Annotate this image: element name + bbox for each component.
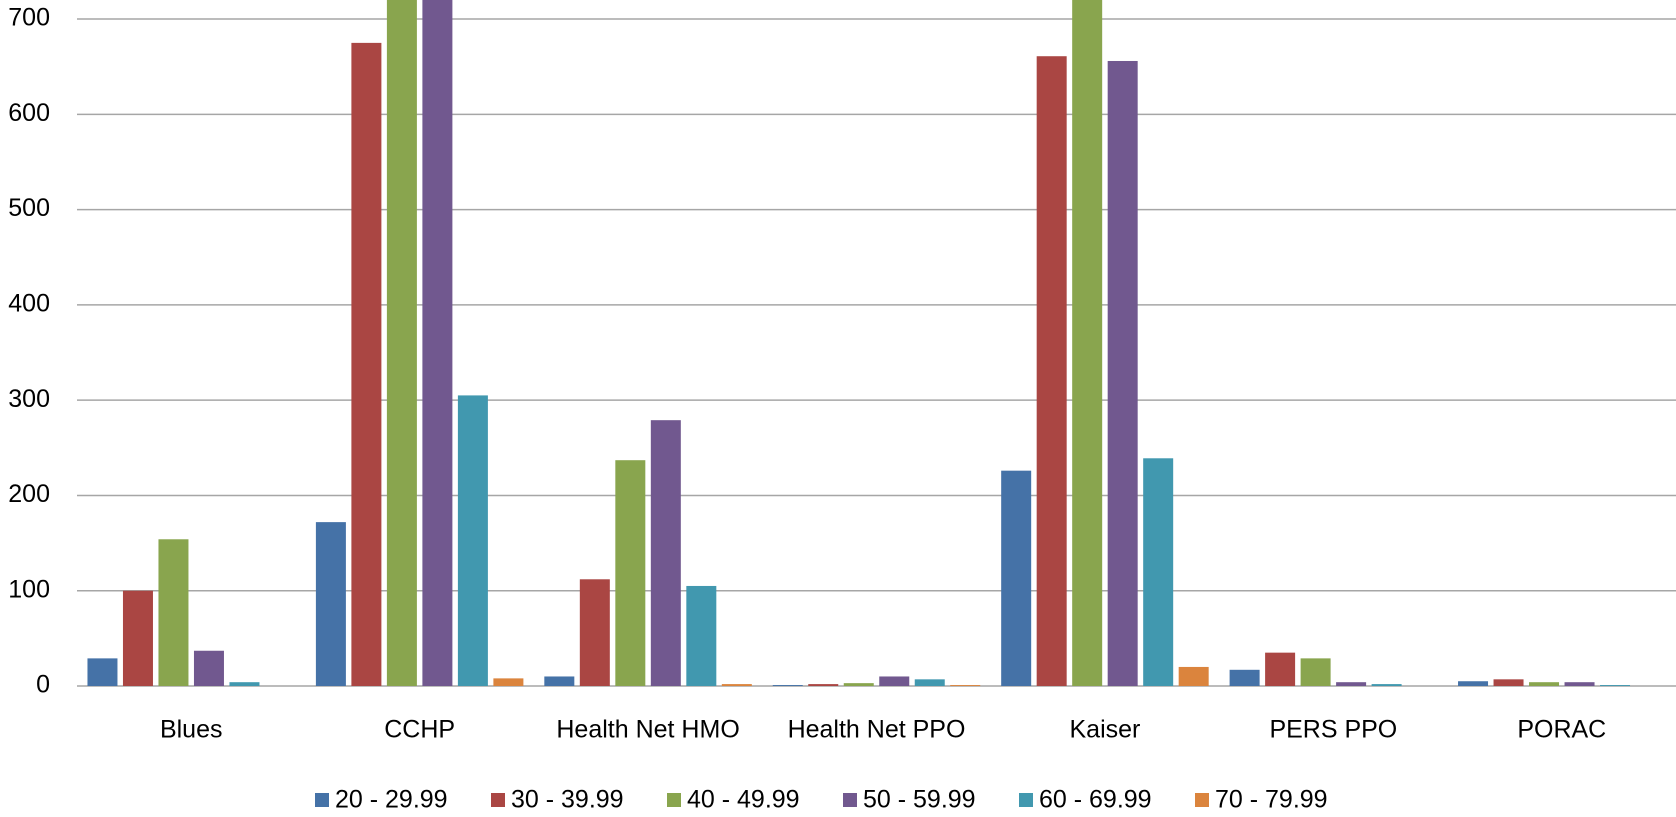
x-tick-label: Health Net HMO — [556, 716, 739, 744]
bar — [87, 658, 118, 686]
legend-swatch — [491, 793, 505, 807]
bar — [615, 460, 646, 686]
y-tick-label: 0 — [36, 671, 50, 699]
bar — [229, 682, 260, 686]
bars — [87, 0, 1631, 687]
x-tick-label: Blues — [160, 716, 223, 744]
y-tick-label: 600 — [8, 99, 50, 127]
legend-swatch — [1019, 793, 1033, 807]
bar — [158, 539, 189, 686]
bar — [1458, 681, 1489, 686]
bar — [1300, 658, 1331, 686]
bar — [122, 590, 153, 686]
bar — [950, 685, 981, 686]
bar — [1001, 470, 1032, 686]
bar — [808, 684, 839, 686]
bar — [772, 685, 803, 686]
legend-label: 30 - 39.99 — [511, 786, 624, 814]
legend-swatch — [315, 793, 329, 807]
x-tick-label: CCHP — [384, 716, 455, 744]
bar — [351, 42, 382, 686]
bar — [1564, 682, 1595, 686]
bar — [1600, 685, 1631, 686]
y-tick-label: 400 — [8, 289, 50, 317]
y-tick-label: 200 — [8, 480, 50, 508]
y-tick-label: 700 — [8, 4, 50, 32]
legend-swatch — [843, 793, 857, 807]
bar — [1072, 0, 1103, 686]
bar — [1178, 666, 1209, 686]
x-tick-label: PORAC — [1517, 716, 1606, 744]
bar — [650, 420, 681, 686]
y-tick-label: 300 — [8, 385, 50, 413]
bar — [1371, 684, 1402, 686]
bar — [1493, 679, 1524, 686]
bar — [1143, 458, 1174, 686]
bar — [1229, 669, 1260, 686]
bar — [579, 579, 610, 686]
bar — [843, 683, 874, 686]
bar — [315, 522, 346, 686]
x-tick-label: PERS PPO — [1269, 716, 1397, 744]
legend-label: 40 - 49.99 — [687, 786, 800, 814]
legend-label: 70 - 79.99 — [1215, 786, 1328, 814]
bar — [193, 650, 224, 686]
y-tick-label: 500 — [8, 194, 50, 222]
bar — [493, 678, 524, 686]
bar — [686, 585, 717, 686]
bar — [457, 395, 488, 686]
bar — [386, 0, 417, 686]
x-tick-label: Health Net PPO — [788, 716, 966, 744]
bar — [1265, 652, 1296, 686]
legend-label: 60 - 69.99 — [1039, 786, 1152, 814]
bar — [1107, 60, 1138, 686]
bar — [422, 0, 453, 686]
legend-swatch — [667, 793, 681, 807]
legend-swatch — [1195, 793, 1209, 807]
bar — [879, 676, 910, 686]
legend-label: 50 - 59.99 — [863, 786, 976, 814]
bar — [1036, 56, 1067, 687]
y-tick-label: 100 — [8, 575, 50, 603]
bar — [544, 676, 575, 686]
legend-label: 20 - 29.99 — [335, 786, 448, 814]
bar — [1529, 682, 1560, 686]
x-tick-label: Kaiser — [1069, 716, 1140, 744]
bar — [914, 679, 945, 686]
labels: 0 100 200 300 400 500 600 700 Blues CCHP Health Ne… — [8, 4, 1606, 814]
bar — [1336, 682, 1367, 686]
bar — [721, 684, 752, 686]
